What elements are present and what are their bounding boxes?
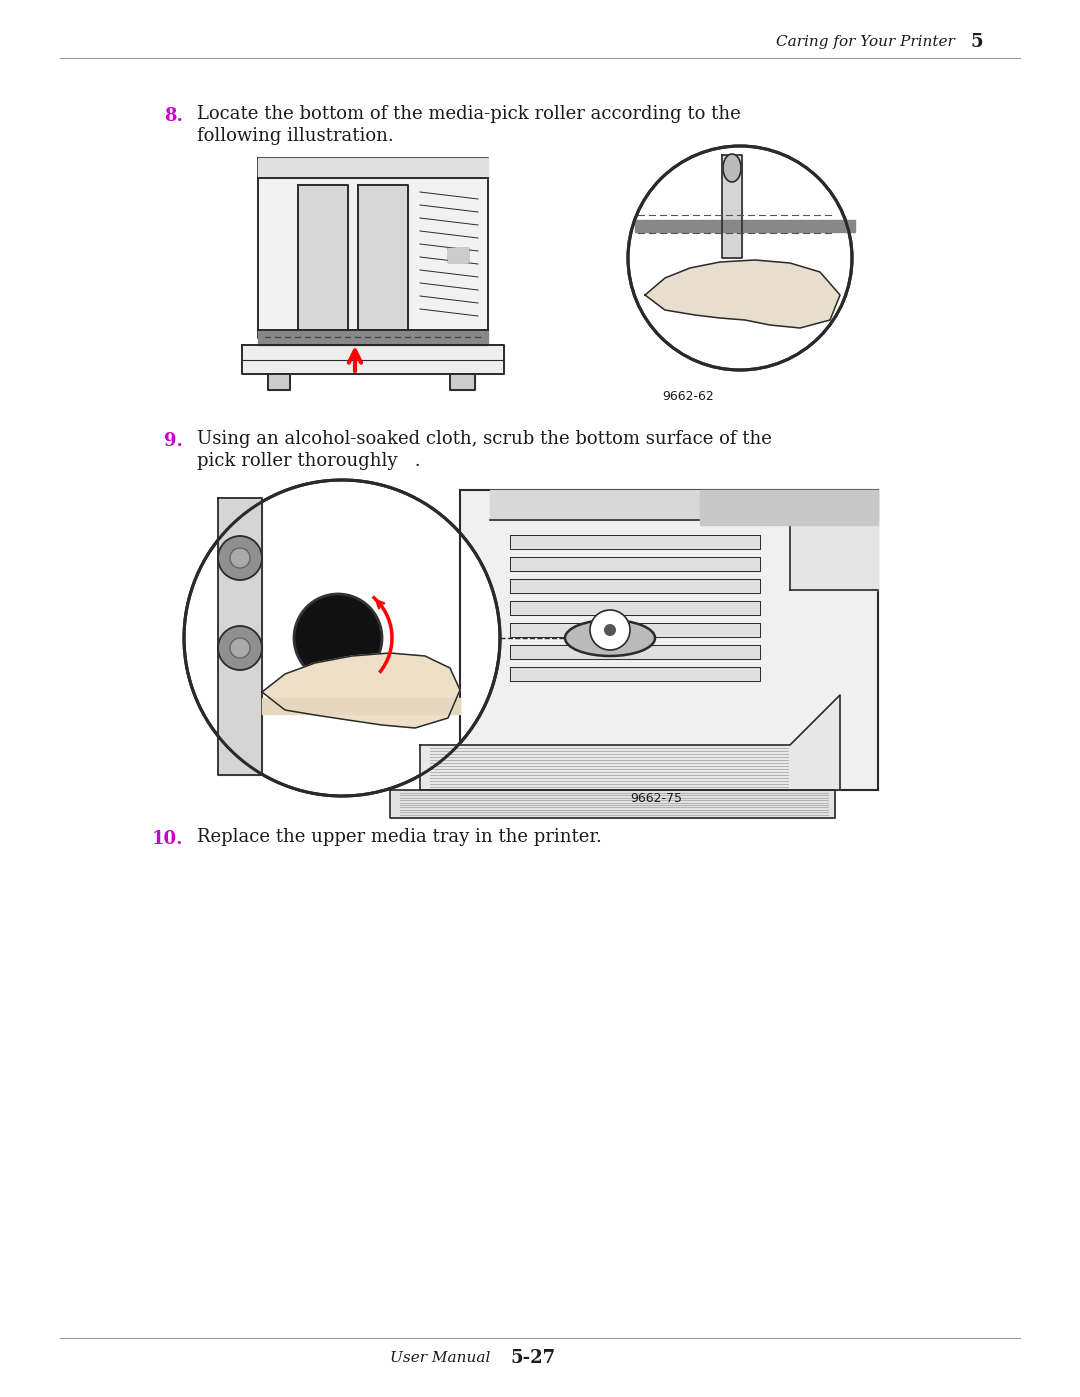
- Circle shape: [294, 594, 382, 682]
- Text: User Manual: User Manual: [390, 1351, 490, 1365]
- Polygon shape: [390, 789, 835, 819]
- Text: Locate the bottom of the media-pick roller according to the: Locate the bottom of the media-pick roll…: [197, 105, 741, 123]
- Circle shape: [184, 481, 500, 796]
- Polygon shape: [510, 623, 760, 637]
- Text: Replace the upper media tray in the printer.: Replace the upper media tray in the prin…: [197, 828, 602, 847]
- Ellipse shape: [723, 154, 741, 182]
- Polygon shape: [510, 535, 760, 549]
- Circle shape: [230, 638, 249, 658]
- Polygon shape: [510, 666, 760, 680]
- Text: following illustration.: following illustration.: [197, 127, 394, 145]
- Circle shape: [590, 610, 630, 650]
- Polygon shape: [262, 652, 460, 728]
- Text: 9662-75: 9662-75: [630, 792, 681, 805]
- Polygon shape: [510, 557, 760, 571]
- Text: 9662-62: 9662-62: [662, 390, 714, 402]
- Polygon shape: [789, 520, 878, 590]
- Polygon shape: [510, 601, 760, 615]
- Polygon shape: [510, 645, 760, 659]
- Polygon shape: [490, 490, 878, 520]
- Polygon shape: [258, 158, 488, 177]
- Polygon shape: [723, 155, 742, 258]
- Polygon shape: [258, 158, 488, 338]
- Polygon shape: [298, 184, 348, 330]
- Circle shape: [218, 536, 262, 580]
- Text: 5: 5: [970, 34, 983, 52]
- Circle shape: [218, 626, 262, 671]
- Text: 10.: 10.: [151, 830, 183, 848]
- Circle shape: [604, 624, 616, 636]
- Polygon shape: [258, 330, 488, 345]
- Text: pick roller thoroughly   .: pick roller thoroughly .: [197, 453, 420, 469]
- Circle shape: [627, 147, 852, 370]
- Polygon shape: [218, 497, 262, 775]
- Polygon shape: [700, 490, 878, 525]
- Polygon shape: [448, 249, 468, 263]
- Text: Using an alcohol-soaked cloth, scrub the bottom surface of the: Using an alcohol-soaked cloth, scrub the…: [197, 430, 772, 448]
- Polygon shape: [242, 345, 504, 374]
- Polygon shape: [420, 694, 840, 789]
- Polygon shape: [450, 374, 475, 390]
- Polygon shape: [268, 374, 291, 390]
- Text: 5-27: 5-27: [510, 1350, 555, 1368]
- Polygon shape: [460, 490, 878, 789]
- Polygon shape: [262, 698, 460, 714]
- Polygon shape: [645, 260, 840, 328]
- Polygon shape: [635, 219, 855, 232]
- Polygon shape: [357, 184, 408, 330]
- Ellipse shape: [565, 620, 654, 657]
- Circle shape: [230, 548, 249, 569]
- Text: 9.: 9.: [164, 432, 183, 450]
- Text: Caring for Your Printer: Caring for Your Printer: [777, 35, 955, 49]
- Text: 8.: 8.: [164, 108, 183, 124]
- Polygon shape: [510, 578, 760, 592]
